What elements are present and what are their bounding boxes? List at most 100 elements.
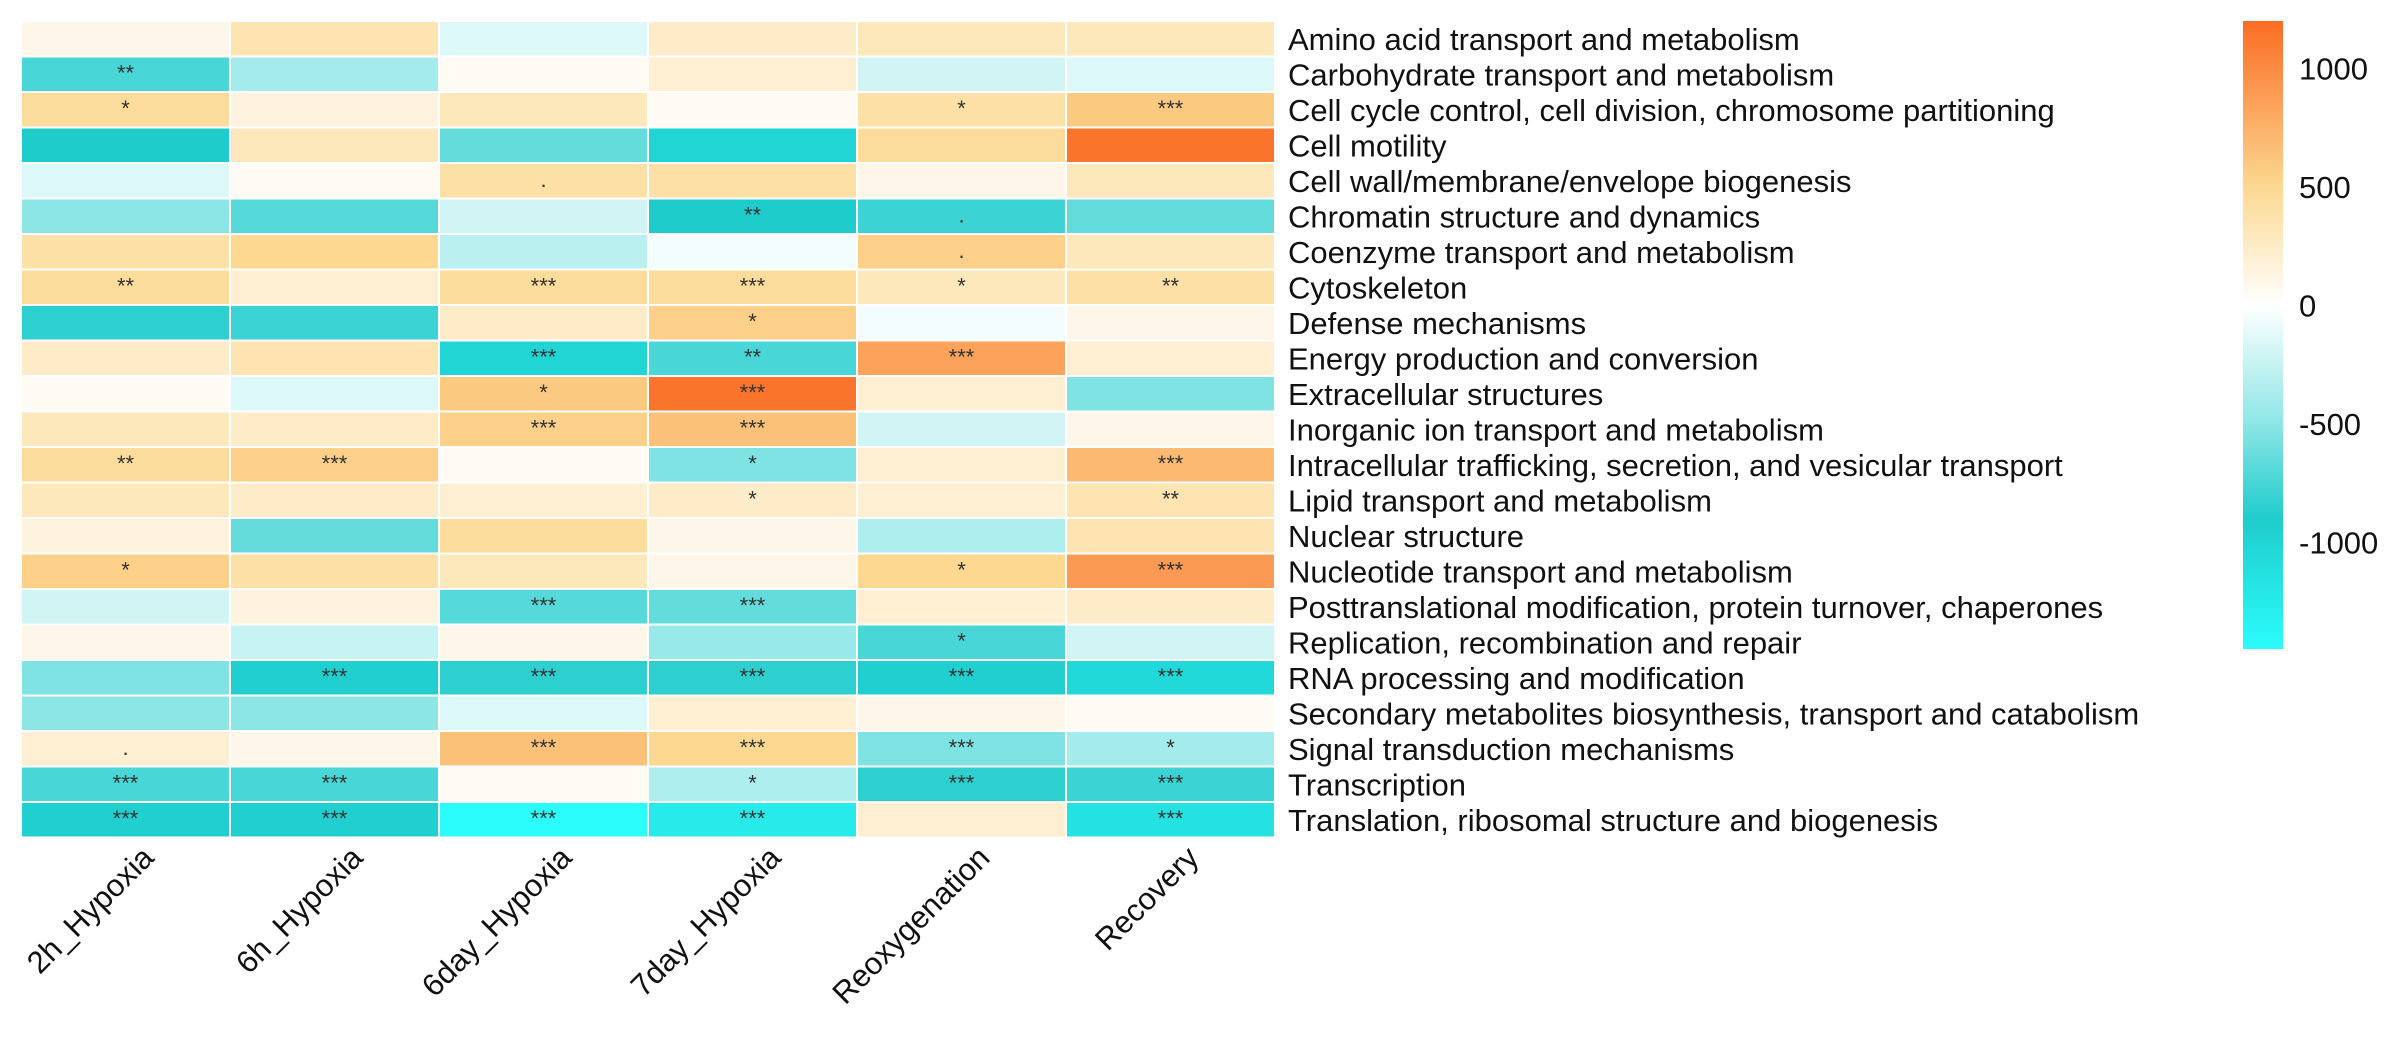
heatmap-cell <box>647 623 858 661</box>
heatmap-cell <box>438 446 649 484</box>
significance-mark: *** <box>740 664 766 689</box>
heatmap-cell <box>438 268 649 306</box>
heatmap-cell <box>438 91 649 129</box>
significance-mark: *** <box>531 806 557 831</box>
significance-mark: * <box>121 96 130 121</box>
row-label: Translation, ribosomal structure and bio… <box>1288 803 1938 838</box>
row-label: Chromatin structure and dynamics <box>1288 199 1760 234</box>
heatmap-cell <box>20 55 231 93</box>
column-label: Reoxygenation <box>825 840 996 1011</box>
heatmap-cell <box>438 304 649 342</box>
heatmap-cell <box>856 20 1067 58</box>
significance-mark: * <box>748 486 757 511</box>
row-label: Secondary metabolites biosynthesis, tran… <box>1288 696 2139 731</box>
heatmap-cell <box>1065 304 1276 342</box>
significance-mark: * <box>957 273 966 298</box>
heatmap-cell <box>1065 801 1276 839</box>
heatmap-cell <box>229 623 440 661</box>
significance-mark: *** <box>740 415 766 440</box>
heatmap-cell <box>856 375 1067 413</box>
row-label: Defense mechanisms <box>1288 306 1586 341</box>
heatmap-cell <box>1065 552 1276 590</box>
significance-mark: *** <box>949 344 975 369</box>
row-label: Intracellular trafficking, secretion, an… <box>1288 448 2063 483</box>
heatmap-cell <box>1065 126 1276 164</box>
heatmap-cell <box>438 233 649 271</box>
significance-mark: *** <box>949 770 975 795</box>
column-label: 6day_Hypoxia <box>415 839 579 1003</box>
heatmap-cell <box>1065 233 1276 271</box>
significance-mark: ** <box>1162 273 1180 298</box>
heatmap-cell <box>856 552 1067 590</box>
heatmap-cell <box>438 517 649 555</box>
significance-mark: . <box>122 735 128 760</box>
heatmap-cell <box>229 765 440 803</box>
heatmap-cell <box>438 126 649 164</box>
heatmap-cell <box>20 162 231 200</box>
heatmap-cell <box>20 801 231 839</box>
heatmap-cell <box>856 481 1067 519</box>
significance-mark: ** <box>117 60 135 85</box>
heatmap-cell <box>1065 694 1276 732</box>
heatmap-cell <box>856 517 1067 555</box>
significance-mark: *** <box>949 664 975 689</box>
heatmap-cell <box>856 410 1067 448</box>
heatmap-cell <box>229 55 440 93</box>
significance-mark: * <box>957 628 966 653</box>
heatmap-cell <box>647 410 858 448</box>
heatmap-cell <box>647 339 858 377</box>
significance-mark: * <box>748 309 757 334</box>
heatmap-cell <box>20 339 231 377</box>
heatmap-cell <box>1065 517 1276 555</box>
heatmap-cell <box>647 162 858 200</box>
heatmap-cell <box>20 659 231 697</box>
column-label: 6h_Hypoxia <box>229 839 370 980</box>
row-labels: Amino acid transport and metabolismCarbo… <box>1288 22 2139 838</box>
heatmap-cell <box>1065 91 1276 129</box>
significance-mark: *** <box>1158 96 1184 121</box>
heatmap-cell <box>1065 410 1276 448</box>
heatmap-cell <box>229 801 440 839</box>
heatmap-cell <box>647 197 858 235</box>
legend-tick-label: -1000 <box>2299 525 2378 560</box>
heatmap-cell <box>647 765 858 803</box>
heatmap-cells <box>20 20 1276 839</box>
heatmap-cell <box>438 801 649 839</box>
significance-mark: *** <box>740 593 766 618</box>
significance-mark: *** <box>1158 557 1184 582</box>
heatmap-cell <box>438 552 649 590</box>
significance-mark: *** <box>531 593 557 618</box>
heatmap-cell <box>438 197 649 235</box>
heatmap-cell <box>647 91 858 129</box>
heatmap-cell <box>1065 20 1276 58</box>
column-label: 2h_Hypoxia <box>20 839 161 980</box>
heatmap-cell <box>229 481 440 519</box>
heatmap-cell <box>229 233 440 271</box>
row-label: Energy production and conversion <box>1288 341 1758 376</box>
row-label: Amino acid transport and metabolism <box>1288 22 1800 57</box>
row-label: Cytoskeleton <box>1288 270 1467 305</box>
heatmap-cell <box>1065 55 1276 93</box>
heatmap-cell <box>647 517 858 555</box>
significance-mark: *** <box>949 735 975 760</box>
heatmap-cell <box>438 694 649 732</box>
heatmap-cell <box>1065 375 1276 413</box>
significance-mark: *** <box>740 735 766 760</box>
heatmap-cell <box>229 517 440 555</box>
row-label: Cell cycle control, cell division, chrom… <box>1288 93 2055 128</box>
heatmap-cell <box>438 588 649 626</box>
color-legend: 1000 500 0 -500 -1000 <box>2243 21 2378 649</box>
heatmap-cell <box>20 20 231 58</box>
heatmap-cell <box>229 20 440 58</box>
significance-mark: *** <box>531 415 557 440</box>
heatmap-cell <box>20 197 231 235</box>
heatmap-cell <box>438 481 649 519</box>
significance-mark: . <box>958 202 964 227</box>
heatmap-cell <box>20 126 231 164</box>
significance-mark: *** <box>322 451 348 476</box>
heatmap-cell <box>647 694 858 732</box>
significance-mark: . <box>540 167 546 192</box>
row-label: Signal transduction mechanisms <box>1288 732 1734 767</box>
significance-mark: *** <box>322 806 348 831</box>
significance-mark: ** <box>117 451 135 476</box>
